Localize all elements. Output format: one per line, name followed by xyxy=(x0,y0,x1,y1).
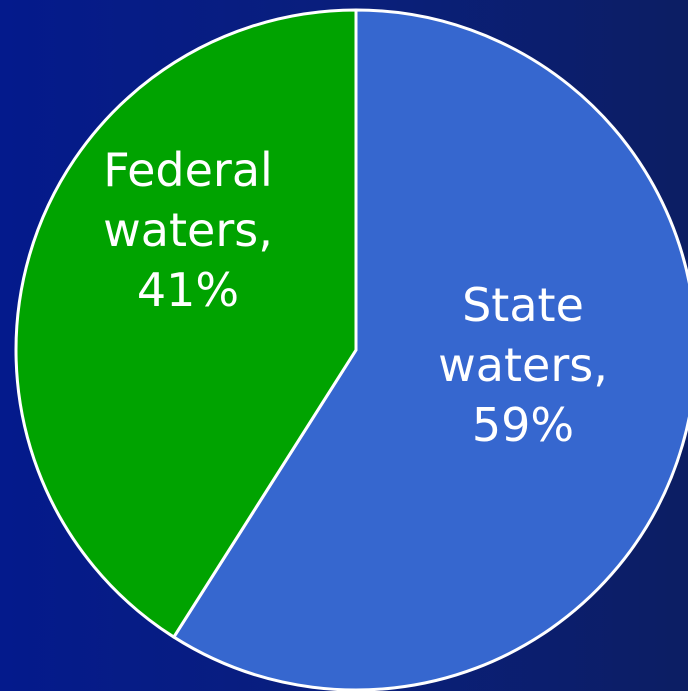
pie-slice-label-line: State xyxy=(462,278,584,332)
pie-slice-0 xyxy=(172,8,688,691)
pie-slices xyxy=(14,8,688,691)
pie-labels: State waters, 59% Federal waters, 41% xyxy=(103,143,608,452)
pie-slice-label-line: Federal xyxy=(103,143,273,197)
pie-slice-1 xyxy=(14,8,358,639)
pie-slice-label-line: 59% xyxy=(472,398,574,452)
pie-slice-label-line: 41% xyxy=(137,263,239,317)
pie-slice-label-line: waters, xyxy=(438,338,608,392)
pie-slice-label-1: Federal waters, 41% xyxy=(103,143,273,317)
pie-slice-label-0: State waters, 59% xyxy=(438,278,608,452)
pie-slice-label-line: waters, xyxy=(103,203,273,257)
